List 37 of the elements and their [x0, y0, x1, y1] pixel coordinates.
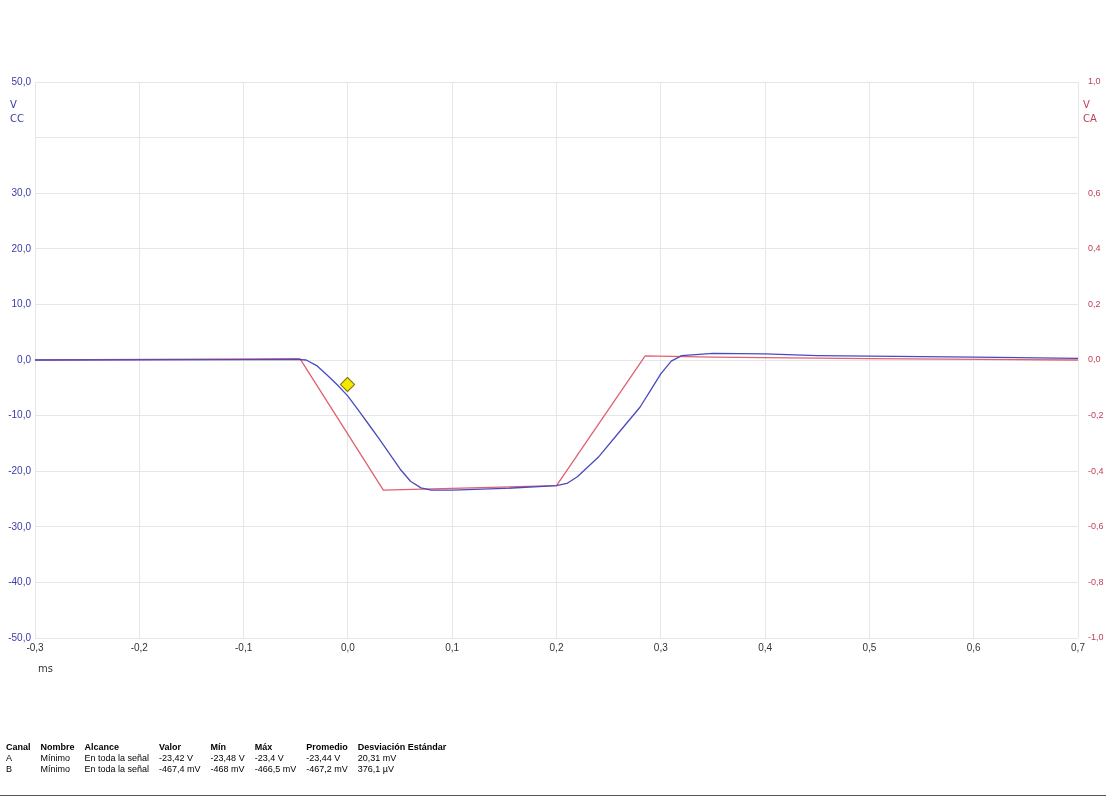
x-tick-label: -0,3 [26, 641, 45, 653]
y2-axis-title: V CA [1083, 98, 1097, 126]
text: A Mínimo En toda la señal -23,42 V -23,48 V -23,4 V -23,44 V 20,31 mV [6, 753, 397, 763]
x-tick-label: 0,0 [340, 641, 356, 653]
x-tick-label: 0,2 [549, 641, 564, 653]
y-tick-label: -20,0 [8, 464, 32, 476]
y2-tick-label: -1,0 [1088, 632, 1104, 643]
x-tick-label: 0,3 [653, 641, 669, 653]
y2-tick-label: 1,0 [1088, 76, 1101, 87]
y-axis-title: V CC [10, 98, 24, 126]
y-tick-label: 20,0 [11, 242, 32, 254]
y2-tick-label: -0,4 [1088, 465, 1104, 476]
y-tick-label: -30,0 [8, 520, 32, 532]
text: Canal Nombre Alcance Valor Mín Máx Promedio Desviación Estándar [6, 742, 447, 752]
x-tick-label: 0,4 [758, 641, 773, 653]
y2-tick-label: -0,2 [1088, 410, 1104, 421]
x-tick-label: -0,1 [234, 641, 253, 653]
x-tick-label: 0,1 [445, 641, 460, 653]
y-tick-label: -50,0 [8, 631, 32, 643]
y2-tick-label: 0,0 [1088, 354, 1101, 365]
y2-tick-label: 0,2 [1088, 298, 1101, 309]
x-tick-label: -0,2 [130, 641, 149, 653]
y-tick-label: 0,0 [17, 353, 32, 365]
x-tick-label: 0,5 [862, 641, 877, 653]
y2-tick-label: -0,6 [1088, 521, 1104, 532]
y-tick-label: -40,0 [8, 576, 32, 588]
y2-tick-label: 0,4 [1088, 243, 1101, 254]
y-tick-label: 30,0 [11, 186, 32, 198]
y-tick-label: 10,0 [11, 298, 32, 310]
x-tick-label: 0,7 [1071, 641, 1086, 653]
x-axis-title: ms [38, 662, 53, 676]
y2-tick-label: 0,6 [1088, 187, 1101, 198]
x-tick-label: 0,6 [966, 641, 982, 653]
y-tick-label: 50,0 [11, 75, 32, 87]
y-tick-label: -10,0 [8, 409, 32, 421]
text: B Mínimo En toda la señal -467,4 mV -468 mV -466,5 mV -467,2 mV 376,1 µV [6, 764, 394, 774]
y2-tick-label: -0,8 [1088, 576, 1104, 587]
